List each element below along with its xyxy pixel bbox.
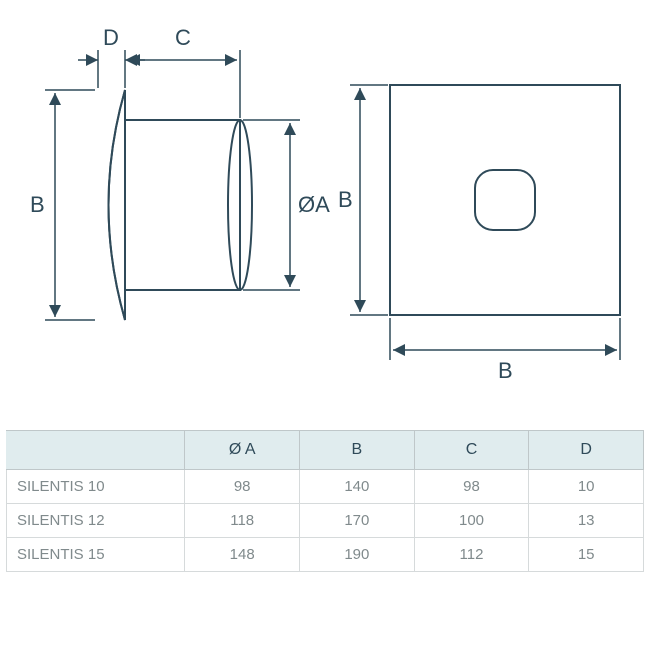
label-B-right-vert: B [338, 187, 353, 212]
col-D: D [529, 431, 644, 470]
table-row: SILENTIS 15 148 190 112 15 [7, 538, 644, 572]
label-A: ØA [298, 192, 330, 217]
col-C: C [414, 431, 529, 470]
table-row: SILENTIS 12 118 170 100 13 [7, 504, 644, 538]
col-blank [7, 431, 185, 470]
label-C: C [175, 25, 191, 50]
front-view: B B [338, 85, 620, 383]
drawing-svg: D C B ØA B [0, 0, 650, 420]
dimensions-table: Ø A B C D SILENTIS 10 98 140 98 10 SILEN… [6, 430, 644, 572]
table-header-row: Ø A B C D [7, 431, 644, 470]
dimensions-table-region: Ø A B C D SILENTIS 10 98 140 98 10 SILEN… [0, 430, 650, 572]
col-B: B [300, 431, 415, 470]
technical-drawing: D C B ØA B [0, 0, 650, 420]
table-row: SILENTIS 10 98 140 98 10 [7, 470, 644, 504]
label-B-left: B [30, 192, 45, 217]
label-D: D [103, 25, 119, 50]
label-B-bottom: B [498, 358, 513, 383]
col-A: Ø A [185, 431, 300, 470]
side-view: D C B ØA [30, 25, 330, 320]
